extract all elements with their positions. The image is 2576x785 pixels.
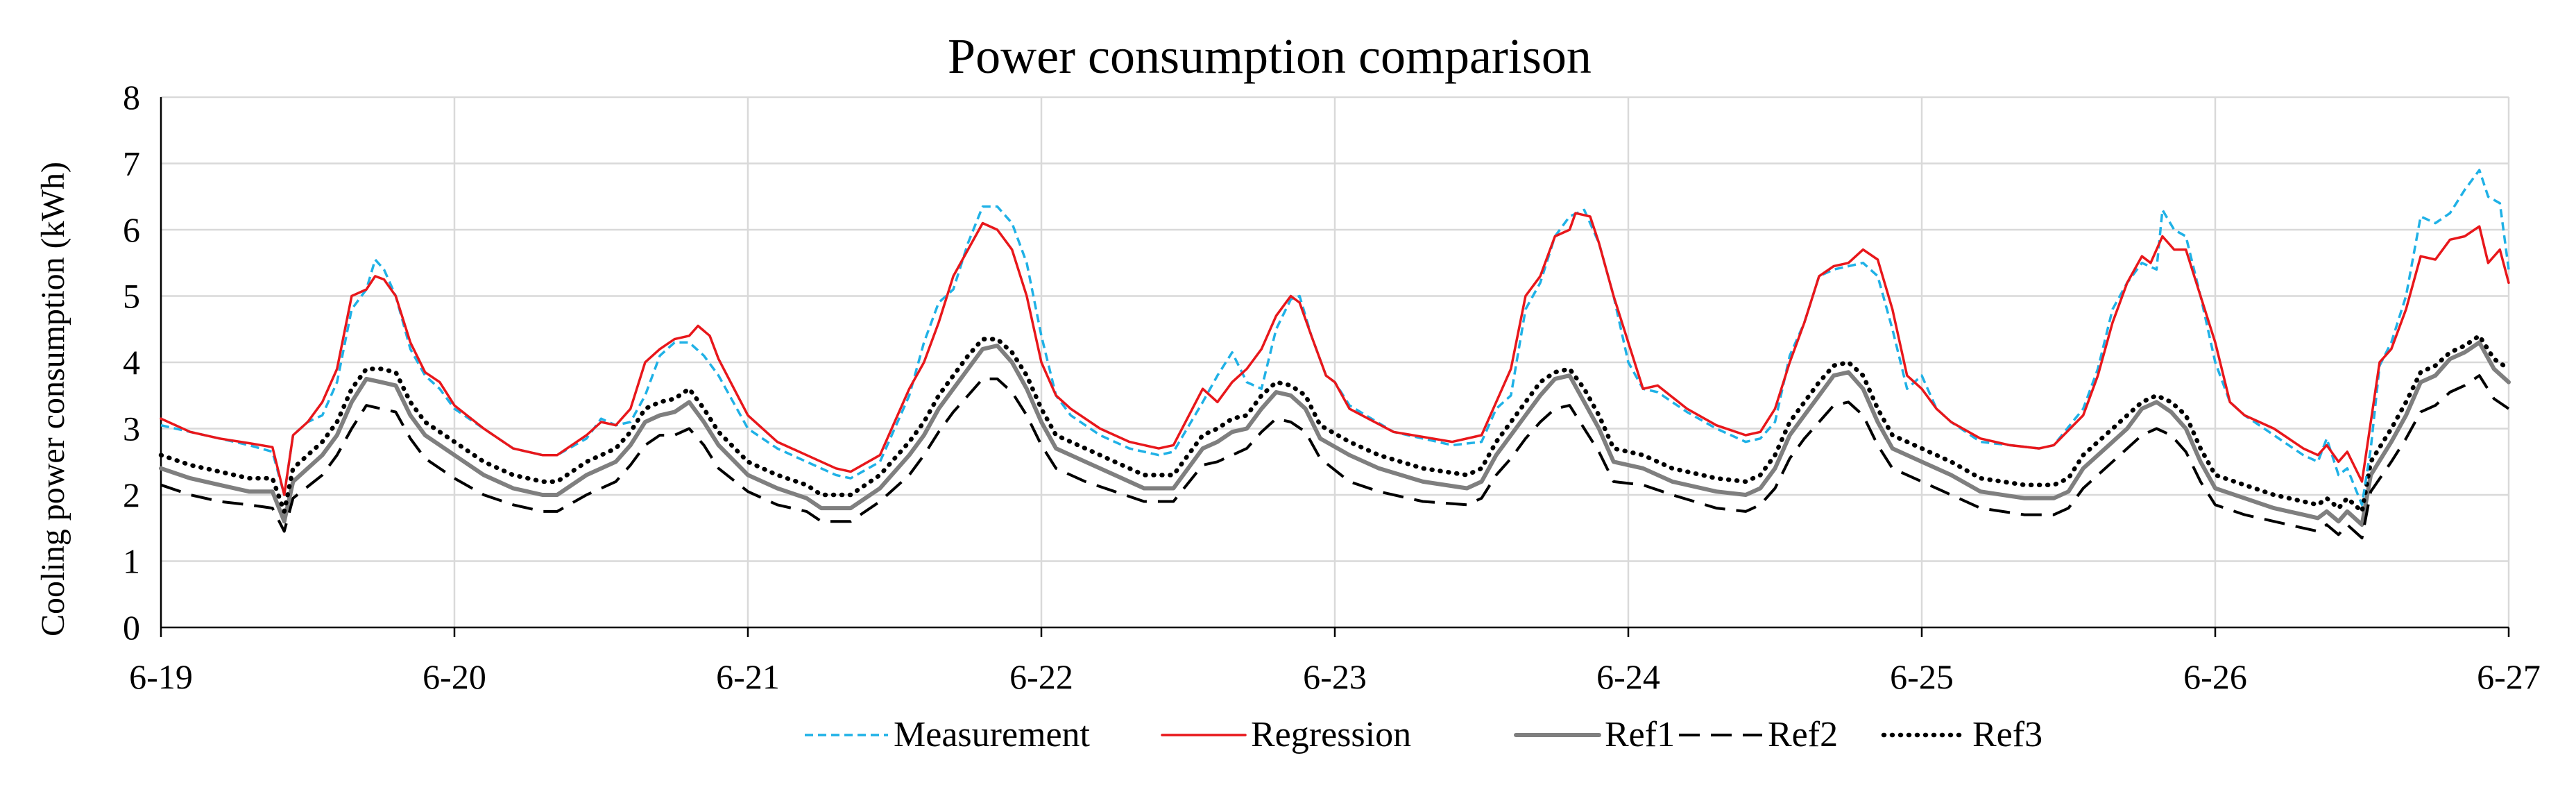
series-layer xyxy=(158,169,2511,540)
x-tick-label-6-19: 6-19 xyxy=(129,657,193,696)
legend-label-regression: Regression xyxy=(1251,715,1411,754)
y-axis-title: Cooling power consumption (kWh) xyxy=(35,162,71,636)
x-tick-label-6-27: 6-27 xyxy=(2477,657,2541,696)
x-tick-label-6-26: 6-26 xyxy=(2183,657,2247,696)
legend-label-ref2: Ref2 xyxy=(1768,715,1838,754)
chart-title: Power consumption comparison xyxy=(948,28,1592,84)
x-tick-label-6-22: 6-22 xyxy=(1009,657,1073,696)
y-tick-label-3: 3 xyxy=(123,410,140,448)
y-tick-label-4: 4 xyxy=(123,343,140,382)
legend-label-measurement: Measurement xyxy=(894,715,1091,754)
x-tick-label-6-20: 6-20 xyxy=(423,657,486,696)
series-line-ref3 xyxy=(158,333,2511,514)
x-tick-label-6-25: 6-25 xyxy=(1890,657,1954,696)
legend: Measurement Regression Ref1 Ref2 Ref3 xyxy=(805,715,2042,754)
series-line-ref1 xyxy=(159,340,2511,527)
series-line-regression xyxy=(160,212,2510,496)
y-tick-label-5: 5 xyxy=(123,277,140,316)
axis-layer: 0 1 2 3 4 5 6 7 8 6-19 6-20 6-21 6-22 6-23 6-24 6-25 6-2… xyxy=(123,78,2541,696)
y-tick-label-6: 6 xyxy=(123,210,140,249)
y-tick-label-7: 7 xyxy=(123,144,140,183)
y-tick-label-8: 8 xyxy=(123,78,140,117)
y-tick-label-1: 1 xyxy=(123,542,140,581)
grid-layer xyxy=(160,96,2510,627)
legend-label-ref1: Ref1 xyxy=(1605,715,1675,754)
series-line-ref2 xyxy=(160,374,2510,540)
x-tick-label-6-21: 6-21 xyxy=(716,657,780,696)
legend-label-ref3: Ref3 xyxy=(1972,715,2042,754)
x-tick-label-6-24: 6-24 xyxy=(1596,657,1660,696)
y-tick-label-0: 0 xyxy=(123,608,140,647)
y-tick-label-2: 2 xyxy=(123,475,140,514)
x-tick-label-6-23: 6-23 xyxy=(1303,657,1367,696)
